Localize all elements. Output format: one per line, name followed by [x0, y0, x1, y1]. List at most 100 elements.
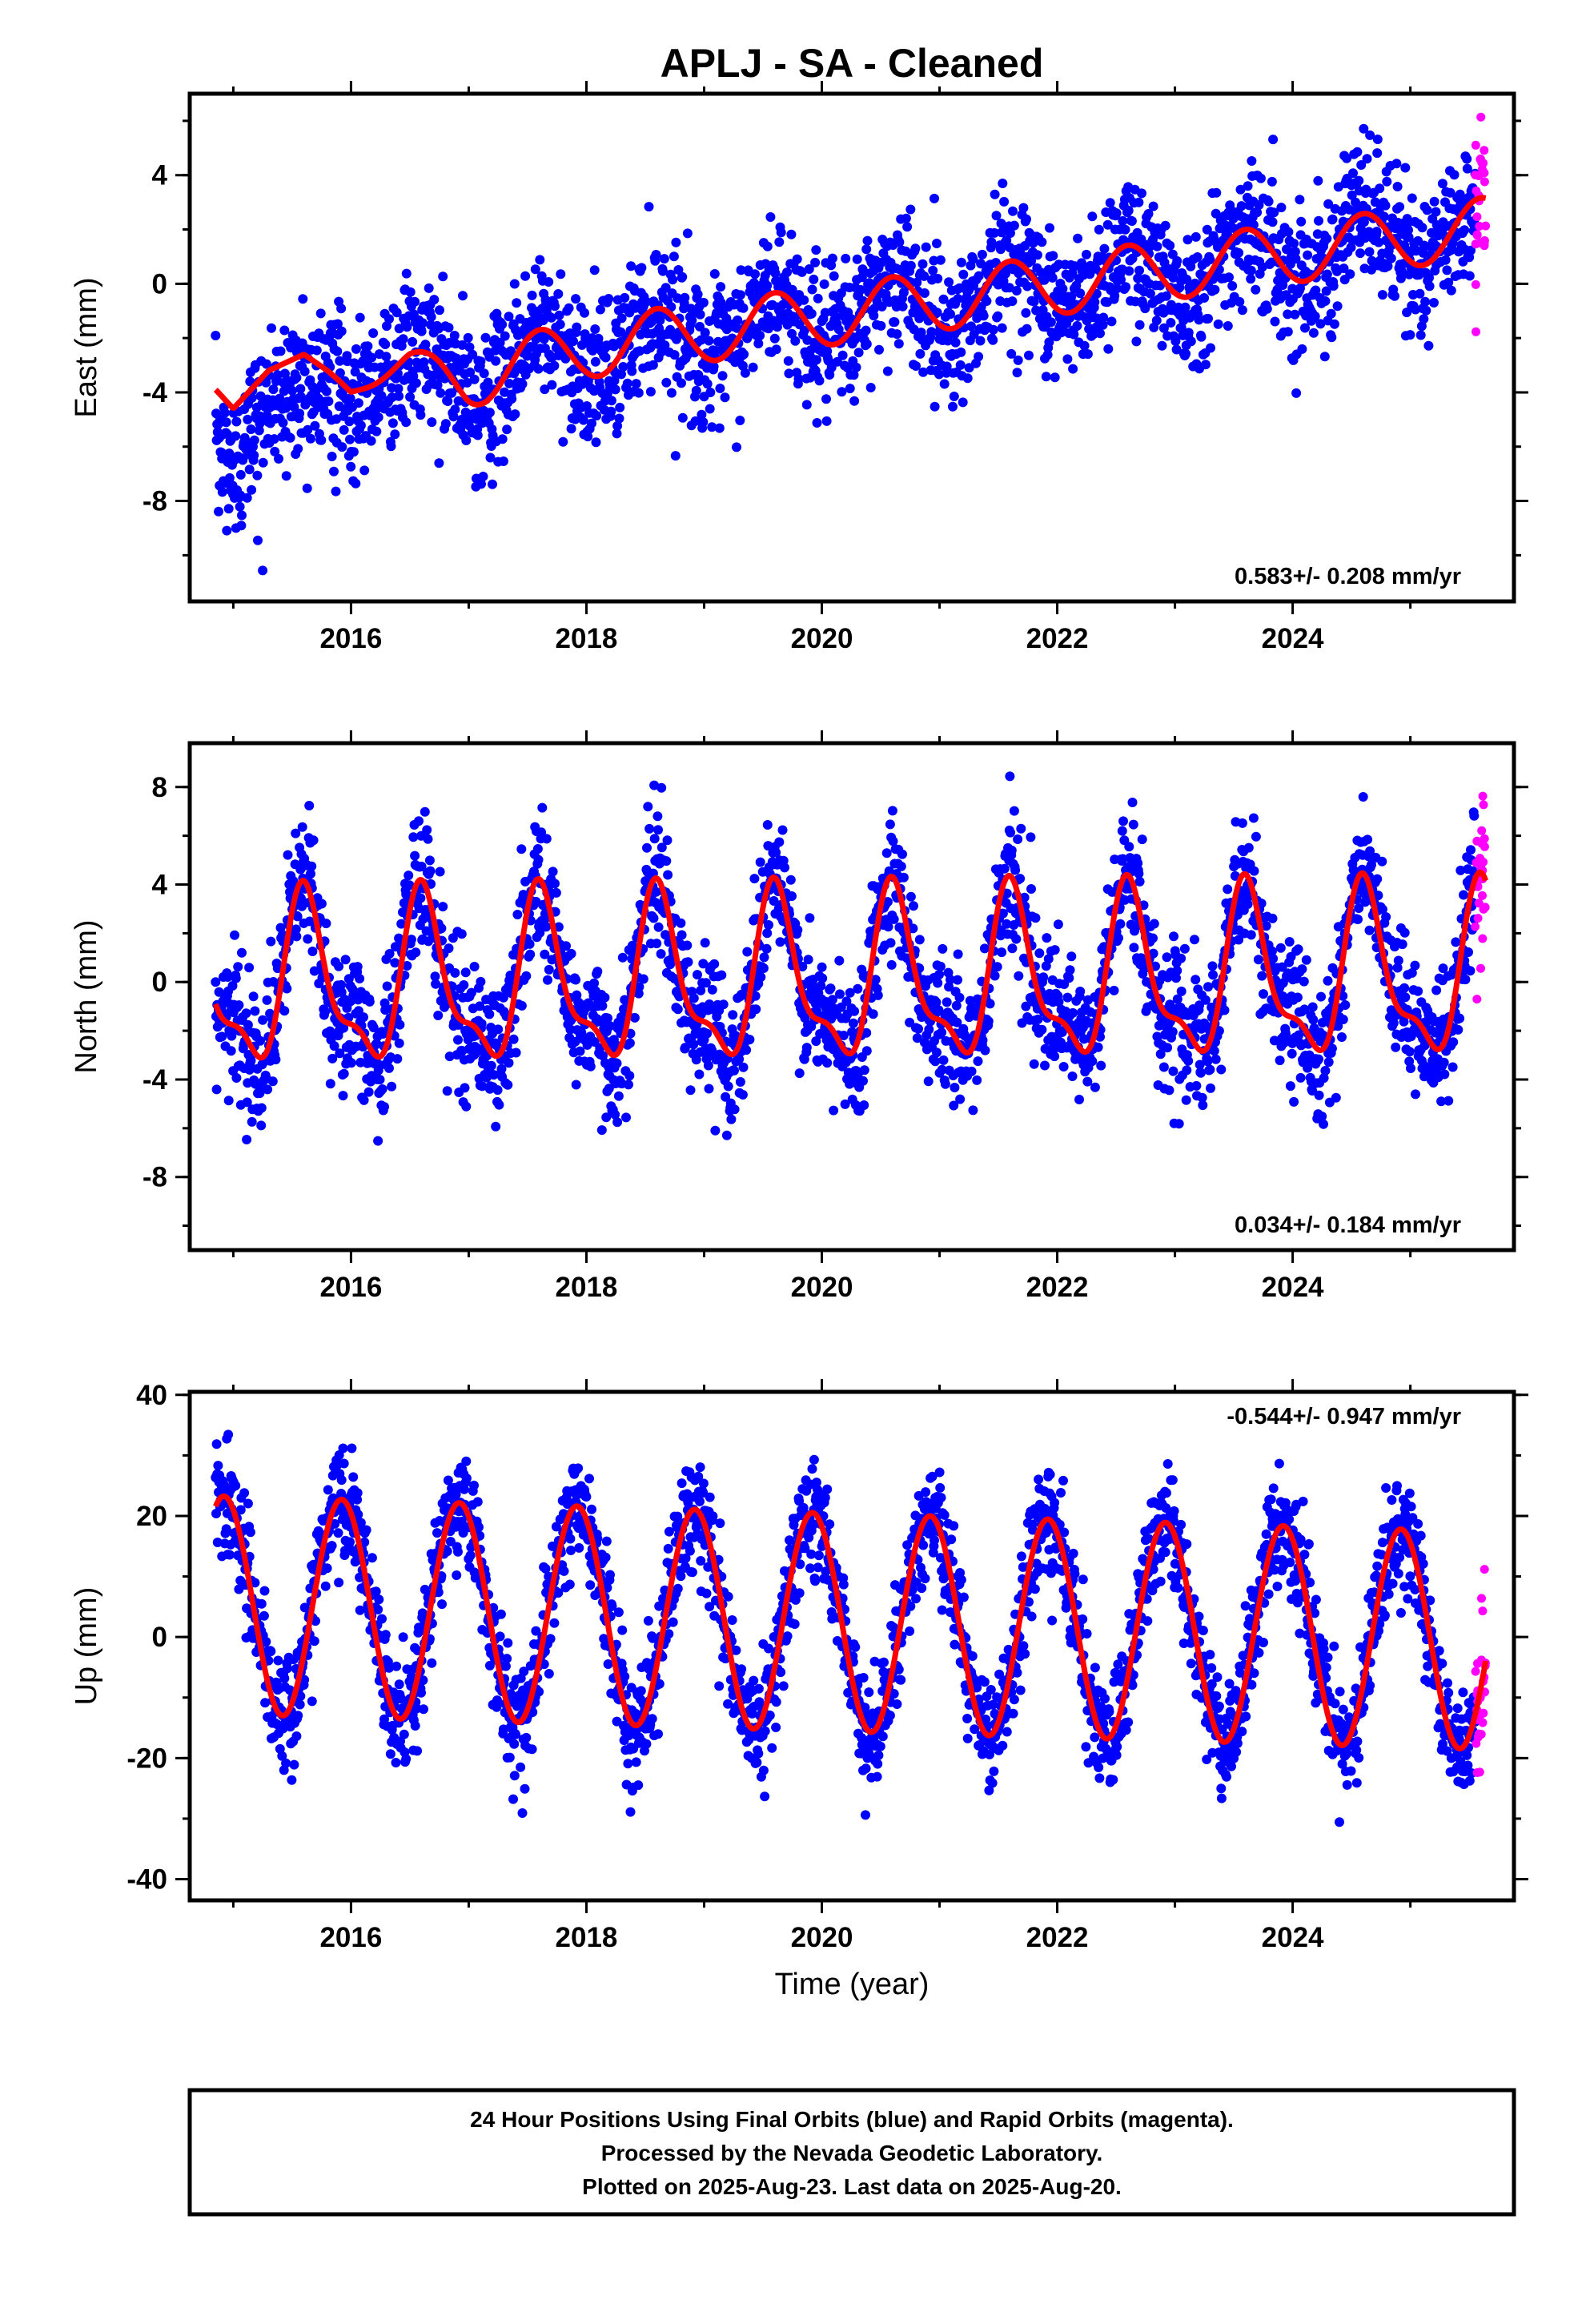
data-point	[1263, 196, 1274, 207]
data-point	[450, 404, 460, 415]
data-point	[414, 816, 424, 826]
data-point	[677, 412, 688, 423]
data-point	[1069, 329, 1079, 340]
data-point	[227, 981, 238, 991]
data-point	[460, 1083, 470, 1093]
data-point	[541, 922, 552, 932]
data-point	[932, 239, 942, 248]
data-point	[547, 380, 557, 390]
data-point	[310, 420, 320, 431]
data-point	[1267, 176, 1277, 187]
y-tick-label: 4	[152, 160, 168, 191]
data-point	[500, 331, 510, 341]
data-point	[427, 417, 437, 428]
data-point	[1249, 866, 1259, 876]
data-point	[671, 237, 681, 247]
data-point	[859, 1065, 869, 1076]
data-point	[509, 279, 520, 289]
data-point	[597, 1001, 608, 1011]
data-point	[1293, 944, 1303, 955]
data-point	[331, 414, 342, 424]
data-point	[999, 863, 1010, 874]
data-point	[1297, 344, 1307, 354]
data-point	[682, 350, 693, 360]
data-point	[616, 327, 626, 337]
data-point	[590, 356, 600, 367]
data-point	[700, 938, 710, 948]
data-point	[1012, 368, 1022, 378]
data-point	[1198, 1100, 1208, 1111]
data-point	[940, 1079, 950, 1089]
data-point	[1365, 130, 1375, 140]
data-point	[247, 1116, 257, 1127]
data-point	[295, 384, 306, 394]
data-point	[230, 930, 239, 940]
data-point	[1191, 1080, 1202, 1091]
data-point	[673, 293, 683, 304]
data-point	[622, 378, 632, 388]
data-point	[1359, 123, 1369, 134]
data-point	[525, 949, 536, 959]
data-point	[829, 271, 839, 281]
data-point	[1002, 235, 1012, 246]
data-point	[1208, 970, 1218, 980]
data-point	[591, 437, 601, 448]
data-point	[223, 504, 234, 514]
data-point	[697, 409, 707, 420]
east-frame	[187, 91, 1516, 604]
data-point	[320, 1007, 331, 1016]
data-point	[329, 1041, 339, 1051]
data-point	[517, 379, 528, 389]
data-point	[721, 1130, 732, 1140]
data-point	[1424, 281, 1435, 292]
data-point	[1065, 965, 1075, 975]
data-point	[1180, 302, 1191, 312]
data-point	[1050, 945, 1060, 955]
data-point	[589, 265, 600, 275]
data-point	[1134, 265, 1144, 275]
data-point	[302, 483, 312, 493]
data-point	[1165, 240, 1175, 251]
data-point	[271, 1055, 281, 1065]
data-point	[1007, 296, 1018, 307]
data-point	[450, 967, 460, 978]
data-point	[323, 396, 334, 407]
data-point	[1075, 987, 1086, 996]
data-point	[404, 880, 415, 891]
data-point	[376, 391, 387, 401]
data-point	[566, 424, 576, 434]
data-point	[1464, 271, 1475, 281]
data-point	[585, 1061, 596, 1072]
data-point	[246, 424, 256, 434]
data-point	[833, 324, 844, 335]
data-point	[1210, 284, 1220, 295]
data-point	[410, 296, 420, 307]
data-point	[998, 179, 1008, 188]
data-point	[1042, 933, 1052, 943]
data-point	[1024, 350, 1034, 360]
data-point	[282, 983, 292, 994]
data-point	[1356, 160, 1367, 170]
data-point	[1022, 214, 1031, 224]
data-point	[809, 274, 819, 284]
data-point	[737, 1090, 748, 1100]
data-point	[1340, 1000, 1351, 1010]
data-point	[1182, 1065, 1192, 1076]
data-point	[817, 962, 827, 972]
data-point	[444, 1051, 455, 1062]
data-point	[1018, 203, 1029, 213]
data-point	[1287, 1048, 1297, 1059]
data-point	[1072, 320, 1082, 331]
data-point	[732, 442, 741, 452]
east-final-points	[211, 123, 1480, 576]
data-point	[1392, 182, 1403, 191]
data-point	[1073, 233, 1083, 243]
data-point	[486, 1060, 496, 1071]
data-point	[1106, 316, 1117, 327]
data-point	[950, 1083, 960, 1092]
data-point	[248, 991, 259, 1002]
data-point	[1314, 215, 1323, 226]
data-point	[716, 282, 726, 292]
data-point	[267, 323, 276, 333]
data-point	[258, 565, 268, 576]
